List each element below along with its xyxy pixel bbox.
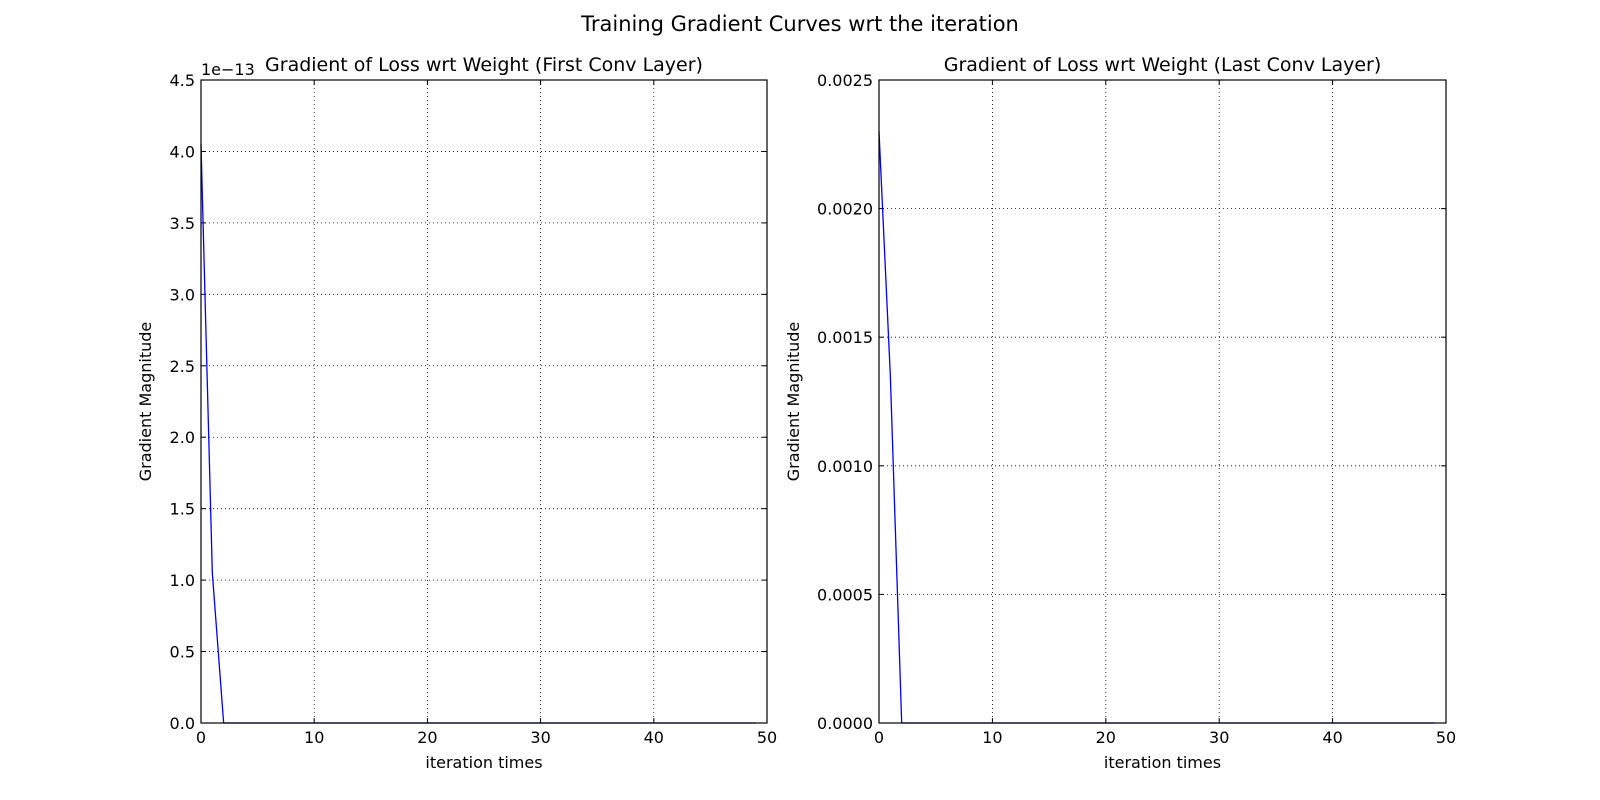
- y-tick-label-9: 4.5: [170, 71, 195, 90]
- series-line-0: [878, 131, 1435, 724]
- x-tick-label-2: 20: [1096, 728, 1116, 747]
- y-tick-label-0: 0.0000: [817, 714, 873, 733]
- y-tick-label-2: 0.0010: [817, 457, 873, 476]
- x-axis-label: iteration times: [425, 753, 542, 772]
- y-tick-label-2: 1.0: [170, 571, 195, 590]
- x-tick-label-1: 10: [304, 728, 324, 747]
- x-tick-label-0: 0: [874, 728, 884, 747]
- y-tick-label-1: 0.5: [170, 643, 195, 662]
- x-tick-label-4: 40: [644, 728, 664, 747]
- y-tick-label-8: 4.0: [170, 142, 195, 161]
- x-tick-label-5: 50: [1436, 728, 1456, 747]
- subplot-last-conv-layer: 0 10 20 30 40 50 0.0000 0.0005 0.0010 0.0015 0.002…: [784, 54, 1456, 772]
- subplot-first-conv-layer: 0 10 20 30 40 50 0.0 0.5 1.0 1.5 2.0 2.5 3.0 3.5 4.0 4.…: [136, 54, 777, 772]
- x-axis-label: iteration times: [1104, 753, 1221, 772]
- x-tick-label-2: 20: [417, 728, 437, 747]
- y-tick-label-5: 0.0025: [817, 71, 873, 90]
- x-tick-label-3: 30: [1209, 728, 1229, 747]
- y-tick-label-6: 3.0: [170, 285, 195, 304]
- series-line-0: [200, 144, 756, 724]
- x-tick-label-1: 10: [982, 728, 1002, 747]
- y-tick-label-5: 2.5: [170, 357, 195, 376]
- y-tick-label-3: 1.5: [170, 500, 195, 519]
- x-tick-label-5: 50: [757, 728, 777, 747]
- y-offset-label: 1e−13: [201, 60, 255, 79]
- y-axis-label: Gradient Magnitude: [784, 322, 803, 482]
- y-tick-label-3: 0.0015: [817, 328, 873, 347]
- y-tick-label-4: 0.0020: [817, 200, 873, 219]
- axes-frame: [878, 79, 1447, 724]
- x-tick-label-0: 0: [196, 728, 206, 747]
- x-tick-label-3: 30: [530, 728, 550, 747]
- figure-suptitle: Training Gradient Curves wrt the iterati…: [580, 12, 1019, 36]
- y-tick-label-7: 3.5: [170, 214, 195, 233]
- axes-frame: [200, 79, 768, 724]
- axes-title: Gradient of Loss wrt Weight (First Conv …: [265, 54, 703, 76]
- y-tick-label-0: 0.0: [170, 714, 195, 733]
- x-tick-label-4: 40: [1322, 728, 1342, 747]
- y-axis-label: Gradient Magnitude: [136, 322, 155, 482]
- axes-title: Gradient of Loss wrt Weight (Last Conv L…: [944, 54, 1382, 76]
- y-tick-label-1: 0.0005: [817, 585, 873, 604]
- y-tick-label-4: 2.0: [170, 428, 195, 447]
